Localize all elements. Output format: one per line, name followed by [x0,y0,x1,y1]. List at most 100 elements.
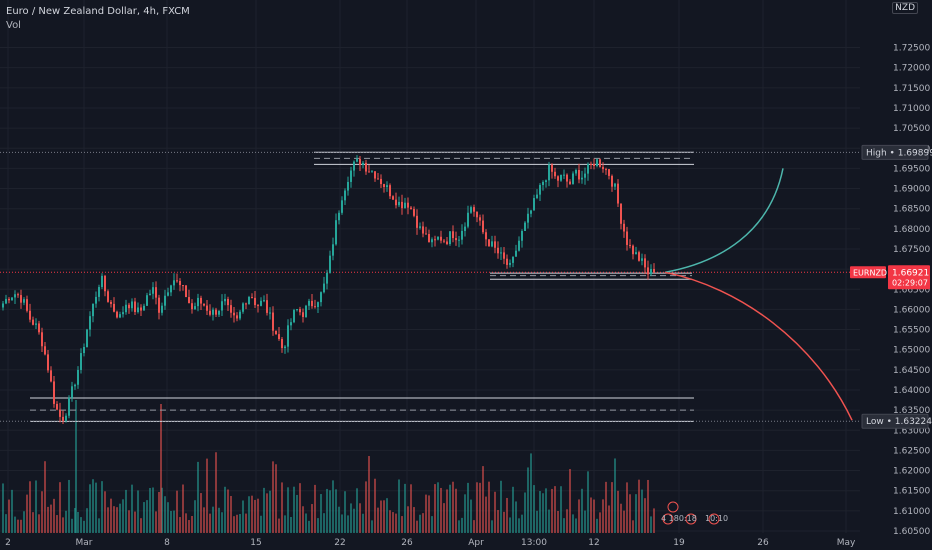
volume-bar [113,506,115,533]
candle-body [188,297,190,304]
volume-bar [131,484,133,533]
time-tick-label: 19 [673,538,685,548]
projection-curves [664,168,853,421]
candle-body [347,181,349,191]
candle-body [551,164,553,172]
volume-bar [449,484,451,533]
candle-body [263,300,265,302]
volume-bar [236,514,238,533]
time-tick-label: 26 [757,538,769,548]
price-tick-label: 1.67500 [893,245,930,255]
candlesticks [2,155,655,424]
symbol-title[interactable]: Euro / New Zealand Dollar, 4h, FXCM [6,6,190,17]
candle-body [140,307,142,311]
volume-bar [377,507,379,533]
candle-body [26,299,28,311]
symbol-tag-bg [850,266,886,279]
volume-bar [65,510,67,533]
volume-bar [38,514,40,533]
candle-body [41,332,43,347]
candle-body [14,294,16,298]
volume-bar [554,486,556,533]
candle-body [260,300,262,306]
candle-body [473,207,475,212]
volume-bar [488,481,490,533]
volume-bar [269,490,271,533]
volume-bar [407,506,409,533]
candle-body [392,196,394,200]
volume-bar [296,494,298,533]
currency-label[interactable]: NZD [892,2,918,14]
price-tick-label: 1.65000 [893,346,930,356]
candle-body [578,170,580,180]
volume-bar [458,520,460,533]
volume-bar [227,489,229,533]
candle-body [269,312,271,314]
volume-spike [75,400,77,533]
volume-bar [344,491,346,533]
candle-body [5,298,7,304]
candle-body [644,258,646,268]
time-tick-label: 12 [588,538,599,548]
candle-body [467,212,469,227]
volume-bar [368,456,370,533]
volume-bar [92,479,94,533]
candle-body [128,304,130,309]
volume-bar [614,458,616,533]
price-tick-label: 1.71000 [893,104,930,114]
volume-bar [197,461,199,533]
high-label-text: High • 1.69899 [866,148,932,158]
candle-body [254,297,256,306]
volume-bar [215,452,217,533]
candle-body [107,291,109,302]
price-tick-label: 1.61500 [893,487,930,497]
volume-bar [29,481,31,533]
volume-bar [98,518,100,533]
candle-body [275,330,277,335]
volume-label[interactable]: Vol [6,20,21,31]
volume-bar [224,486,226,533]
candle-body [374,171,376,179]
price-tick-label: 1.70500 [893,124,930,134]
volume-bar [200,493,202,533]
volume-bar [500,480,502,533]
candle-body [314,306,316,308]
volume-bar [14,516,16,533]
volume-bar [26,494,28,533]
volume-bar [599,512,601,533]
candle-body [206,305,208,311]
price-axis[interactable]: 1.725001.720001.715001.710001.705001.700… [893,44,930,537]
volume-bar [425,494,427,533]
volume-bar [653,508,655,533]
candle-body [242,303,244,312]
candle-body [431,239,433,243]
candle-body [380,178,382,185]
volume-bar [563,518,565,533]
volume-bar [332,480,334,533]
time-axis[interactable]: 2 Mar 8 15 22 26 Apr 13:00 12 19 26 May [5,538,856,548]
candle-body [302,312,304,317]
volume-bar [560,486,562,533]
candle-body [470,207,472,213]
volume-bar [455,488,457,533]
volume-bar [242,500,244,533]
volume-bar [338,506,340,533]
volume-bar [47,506,49,533]
volume-bar [239,514,241,533]
volume-bar [212,506,214,533]
volume-bar [143,502,145,533]
candle-body [335,220,337,245]
volume-bar [245,513,247,533]
candle-body [44,346,46,355]
candle-body [83,346,85,354]
volume-bar [647,479,649,533]
candle-body [2,303,4,308]
event-markers[interactable]: 4 180:18 10:10 [661,501,728,525]
volume-bar [578,499,580,533]
volume-bar [320,494,322,533]
volume-bar [392,512,394,533]
volume-bar [539,491,541,533]
candle-body [530,210,532,214]
volume-bar [272,461,274,533]
